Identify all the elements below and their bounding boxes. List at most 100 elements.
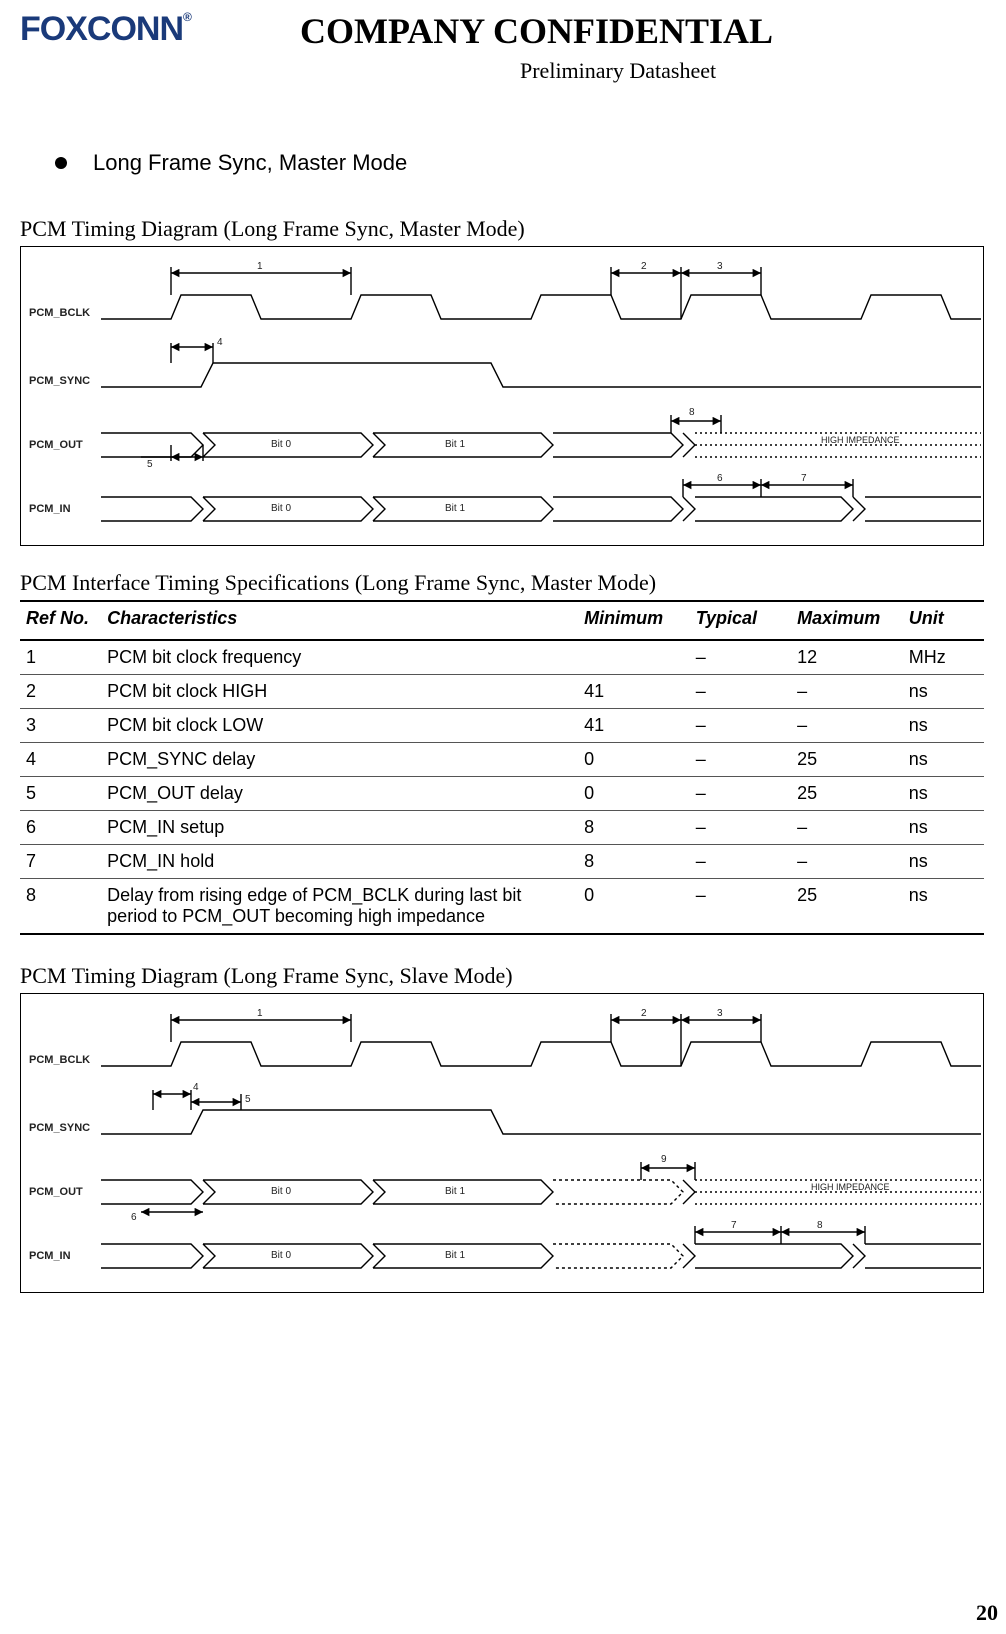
- table-cell: 0: [578, 879, 690, 935]
- table-cell: 8: [578, 845, 690, 879]
- sig-label-in: PCM_IN: [29, 503, 71, 515]
- table-cell: –: [791, 811, 903, 845]
- table-cell: ns: [903, 811, 984, 845]
- table-cell: 12: [791, 640, 903, 675]
- table-cell: 8: [578, 811, 690, 845]
- table-cell: 41: [578, 709, 690, 743]
- logo-text: FOXCONN: [20, 10, 183, 48]
- table-row: 7PCM_IN hold8––ns: [20, 845, 984, 879]
- table-cell: 4: [20, 743, 101, 777]
- th-unit: Unit: [903, 601, 984, 640]
- table-cell: –: [690, 811, 791, 845]
- sig-label-bclk: PCM_BCLK: [29, 307, 90, 319]
- d2-dim-7: 7: [731, 1220, 737, 1231]
- table-cell: 5: [20, 777, 101, 811]
- table-cell: –: [791, 709, 903, 743]
- table-cell: PCM_OUT delay: [101, 777, 578, 811]
- th-max: Maximum: [791, 601, 903, 640]
- subtitle: Preliminary Datasheet: [520, 58, 716, 84]
- spec-table-header-row: Ref No. Characteristics Minimum Typical …: [20, 601, 984, 640]
- table-cell: PCM_IN hold: [101, 845, 578, 879]
- table-cell: 0: [578, 777, 690, 811]
- dim-6: 6: [717, 473, 723, 484]
- confidential-title: COMPANY CONFIDENTIAL: [300, 10, 773, 52]
- d2-dim-4: 4: [193, 1082, 199, 1093]
- table-cell: 25: [791, 777, 903, 811]
- in-bit1: Bit 1: [445, 503, 465, 514]
- diagram1-svg: [21, 247, 983, 545]
- d2-dim-8: 8: [817, 1220, 823, 1231]
- table-row: 8Delay from rising edge of PCM_BCLK duri…: [20, 879, 984, 935]
- table-cell: 3: [20, 709, 101, 743]
- th-typ: Typical: [690, 601, 791, 640]
- dim-4: 4: [217, 337, 223, 348]
- spec-table-caption: PCM Interface Timing Specifications (Lon…: [20, 570, 986, 596]
- sig2-label-bclk: PCM_BCLK: [29, 1054, 90, 1066]
- th-min: Minimum: [578, 601, 690, 640]
- table-cell: PCM_SYNC delay: [101, 743, 578, 777]
- dim-1: 1: [257, 261, 263, 272]
- d2-dim-9: 9: [661, 1154, 667, 1165]
- table-cell: MHz: [903, 640, 984, 675]
- d2-dim-2: 2: [641, 1008, 647, 1019]
- dim-7: 7: [801, 473, 807, 484]
- page-header: FOXCONN® COMPANY CONFIDENTIAL Preliminar…: [20, 10, 986, 100]
- bullet-label: Long Frame Sync, Master Mode: [93, 150, 407, 175]
- table-cell: PCM bit clock LOW: [101, 709, 578, 743]
- th-char: Characteristics: [101, 601, 578, 640]
- table-cell: 41: [578, 675, 690, 709]
- spec-table: Ref No. Characteristics Minimum Typical …: [20, 600, 984, 935]
- table-cell: 2: [20, 675, 101, 709]
- table-cell: –: [690, 640, 791, 675]
- d2-in-bit0: Bit 0: [271, 1250, 291, 1261]
- table-cell: 1: [20, 640, 101, 675]
- sig2-label-out: PCM_OUT: [29, 1186, 83, 1198]
- timing-diagram-slave: PCM_BCLK PCM_SYNC PCM_OUT PCM_IN: [20, 993, 984, 1293]
- diagram2-caption: PCM Timing Diagram (Long Frame Sync, Sla…: [20, 963, 986, 989]
- th-ref: Ref No.: [20, 601, 101, 640]
- sig-label-out: PCM_OUT: [29, 439, 83, 451]
- out-bit1: Bit 1: [445, 439, 465, 450]
- table-row: 5PCM_OUT delay0–25ns: [20, 777, 984, 811]
- diagram2-svg: [21, 994, 983, 1292]
- d2-dim-1: 1: [257, 1008, 263, 1019]
- sig2-label-in: PCM_IN: [29, 1250, 71, 1262]
- d2-out-bit1: Bit 1: [445, 1186, 465, 1197]
- table-cell: –: [791, 675, 903, 709]
- table-cell: 25: [791, 743, 903, 777]
- table-cell: ns: [903, 879, 984, 935]
- in-bit0: Bit 0: [271, 503, 291, 514]
- table-cell: PCM_IN setup: [101, 811, 578, 845]
- table-cell: –: [690, 743, 791, 777]
- sig-label-sync: PCM_SYNC: [29, 375, 90, 387]
- out-hiz: HIGH IMPEDANCE: [821, 435, 900, 445]
- section-bullet: Long Frame Sync, Master Mode: [55, 150, 986, 176]
- dim-2: 2: [641, 261, 647, 272]
- table-row: 4PCM_SYNC delay0–25ns: [20, 743, 984, 777]
- d2-out-bit0: Bit 0: [271, 1186, 291, 1197]
- d2-out-hiz: HIGH IMPEDANCE: [811, 1182, 890, 1192]
- table-row: 6PCM_IN setup8––ns: [20, 811, 984, 845]
- table-cell: PCM bit clock frequency: [101, 640, 578, 675]
- table-cell: –: [690, 845, 791, 879]
- d2-dim-6: 6: [131, 1212, 137, 1223]
- logo-reg: ®: [183, 10, 191, 24]
- table-cell: ns: [903, 845, 984, 879]
- d2-dim-3: 3: [717, 1008, 723, 1019]
- out-bit0: Bit 0: [271, 439, 291, 450]
- table-cell: –: [690, 879, 791, 935]
- table-cell: –: [690, 777, 791, 811]
- table-cell: 0: [578, 743, 690, 777]
- d2-dim-5: 5: [245, 1094, 251, 1105]
- table-row: 2PCM bit clock HIGH41––ns: [20, 675, 984, 709]
- table-cell: [578, 640, 690, 675]
- timing-diagram-master: PCM_BCLK PCM_SYNC PCM_OUT PCM_IN: [20, 246, 984, 546]
- dim-8: 8: [689, 407, 695, 418]
- d2-in-bit1: Bit 1: [445, 1250, 465, 1261]
- table-cell: –: [690, 709, 791, 743]
- page-number: 20: [976, 1600, 998, 1626]
- table-cell: PCM bit clock HIGH: [101, 675, 578, 709]
- table-cell: ns: [903, 777, 984, 811]
- foxconn-logo: FOXCONN®: [20, 10, 191, 49]
- table-row: 3PCM bit clock LOW41––ns: [20, 709, 984, 743]
